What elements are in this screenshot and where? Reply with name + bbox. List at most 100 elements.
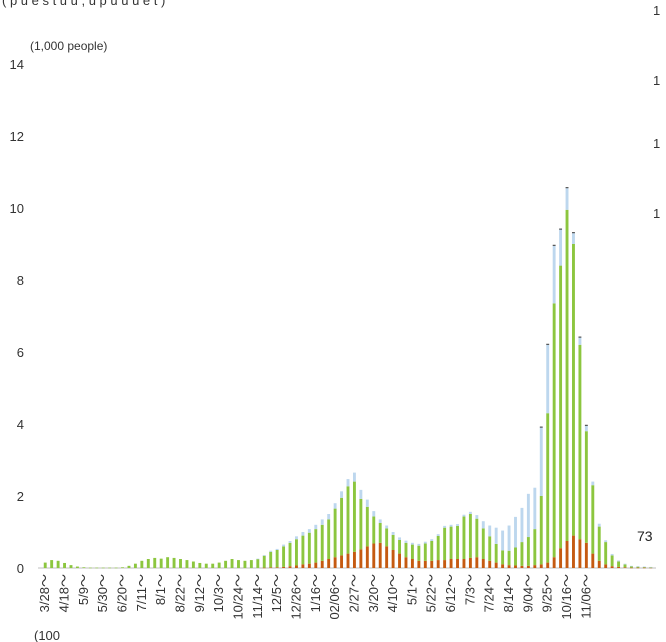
- y-axis: 0 2 4 6 8 10 12 14: [10, 57, 24, 576]
- bar-segment: [398, 553, 401, 568]
- bar-segment: [417, 560, 421, 568]
- bar-segment: [572, 244, 575, 536]
- bar-segment: [539, 496, 543, 565]
- bar-segment: [275, 548, 279, 550]
- bar-segment: [462, 514, 466, 517]
- bar-segment: [430, 560, 434, 568]
- bar-segment: [352, 481, 356, 552]
- bar-segment: [314, 562, 318, 568]
- bar-segment: [391, 532, 395, 535]
- data-label: 73: [637, 528, 653, 544]
- bar-segment: [449, 559, 453, 568]
- bar-segment: [385, 528, 389, 547]
- bar-segment: [417, 543, 421, 546]
- clipped-top-text: ( p u e s t u u , u p u u u e t ): [2, 0, 165, 8]
- bar-segment: [565, 541, 569, 568]
- x-tick-label: 9/12～: [192, 574, 207, 612]
- x-tick-label: 4/10～: [385, 574, 400, 612]
- bar-segment: [430, 541, 434, 561]
- bar-segment: [436, 535, 440, 561]
- bar-segment: [552, 245, 556, 304]
- x-tick-label: 4/18～: [57, 574, 72, 612]
- bar-segment: [649, 567, 653, 568]
- bar-segment: [423, 560, 427, 568]
- x-tick-label: 1/16～: [308, 574, 323, 612]
- bar-segment: [269, 551, 273, 568]
- bar-segment: [282, 546, 286, 567]
- bar-segment: [591, 553, 595, 568]
- x-tick-label: 12/5～: [269, 574, 284, 612]
- bar-segment: [610, 555, 614, 567]
- bar-segment: [114, 567, 118, 569]
- y-tick-label: 8: [17, 273, 24, 288]
- bar-segment: [295, 536, 298, 540]
- bar-segment: [365, 546, 369, 568]
- x-tick-label: 8/22～: [173, 574, 188, 612]
- bar-segment: [307, 563, 311, 568]
- clipped-right-digit: 1: [653, 136, 660, 151]
- bar-segment: [275, 550, 279, 568]
- bar-segment: [295, 539, 298, 566]
- bar-error-cap: [539, 426, 543, 428]
- bar-segment: [494, 527, 498, 544]
- bar-segment: [417, 545, 421, 561]
- bar-segment: [243, 560, 247, 568]
- bar-segment: [327, 559, 331, 568]
- x-tick-label: 5/1～: [404, 574, 419, 605]
- bar-segment: [546, 413, 550, 563]
- bar-segment: [533, 565, 537, 568]
- bar-segment: [288, 542, 292, 567]
- bar-segment: [617, 560, 621, 562]
- bar-segment: [327, 514, 331, 520]
- bar-segment: [262, 555, 266, 568]
- bar-segment: [642, 567, 646, 569]
- bar-segment: [430, 539, 434, 541]
- bar-segment: [526, 493, 530, 538]
- bar-segment: [262, 567, 266, 569]
- clipped-right-digit: 1: [653, 206, 660, 221]
- bar-segment: [333, 503, 337, 509]
- bar-segment: [565, 188, 569, 210]
- bar-segment: [301, 564, 305, 568]
- bar-segment: [533, 529, 537, 566]
- bar-segment: [423, 543, 427, 561]
- bar-segment: [288, 566, 292, 568]
- bar-segment: [617, 566, 621, 568]
- bar-segment: [514, 547, 517, 566]
- bar-segment: [501, 564, 505, 568]
- x-tick-label: 6/20～: [115, 574, 130, 612]
- y-tick-label: 10: [10, 201, 24, 216]
- x-tick-label: 5/22～: [424, 574, 439, 612]
- bar-segment: [95, 567, 99, 569]
- bar-segment: [507, 565, 511, 568]
- bar-error-cap: [572, 232, 575, 234]
- x-tick-label: 7/11～: [134, 574, 149, 611]
- bar-segment: [481, 559, 485, 568]
- bar-segment: [378, 523, 382, 543]
- bar-segment: [320, 524, 324, 561]
- bar-segment: [462, 559, 466, 568]
- x-tick-label: 8/14～: [501, 574, 516, 612]
- bar-segment: [604, 542, 608, 565]
- bar-segment: [507, 550, 511, 566]
- bar-segment: [179, 559, 182, 568]
- bar-segment: [50, 560, 54, 568]
- bar-segment: [475, 557, 479, 568]
- bar-segment: [456, 525, 459, 559]
- clipped-right-digit: 1: [653, 73, 660, 88]
- x-tick-label: 6/12～: [443, 574, 458, 612]
- y-tick-label: 4: [17, 417, 24, 432]
- x-tick-label: 10/3～: [211, 574, 226, 612]
- bar-error-cap: [552, 244, 556, 246]
- bar-segment: [307, 529, 311, 533]
- bar-segment: [642, 566, 646, 568]
- bar-segment: [217, 562, 221, 568]
- bar-segment: [604, 540, 608, 543]
- bar-segment: [520, 507, 524, 543]
- bar-segment: [320, 519, 324, 525]
- bar-segment: [404, 542, 408, 558]
- bar-segment: [610, 553, 614, 556]
- bar-segment: [623, 564, 627, 568]
- bar-segment: [514, 565, 517, 568]
- bar-segment: [43, 562, 47, 568]
